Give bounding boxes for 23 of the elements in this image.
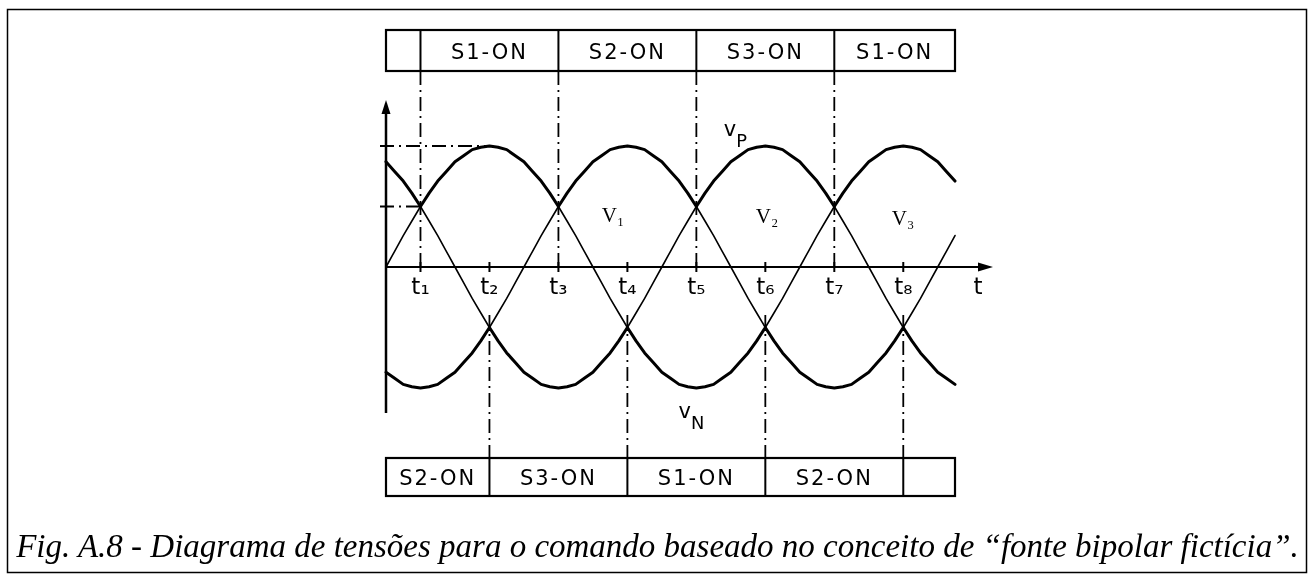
text: S2-ON — [588, 39, 666, 64]
series-label: v$_{P}$ — [723, 117, 748, 151]
text: S2-ON — [795, 466, 873, 490]
x-tick-label: t₇ — [825, 273, 844, 299]
text: S3-ON — [519, 466, 597, 490]
text: S1-ON — [450, 39, 528, 64]
x-tick-label: t₅ — [687, 273, 706, 299]
text: S2-ON — [399, 466, 477, 490]
text: Fig. A.8 - Diagrama de tensões para o comando baseado no conceito de “fonte bipolar fictícia”. — [15, 528, 1299, 564]
x-tick-label: t₄ — [618, 273, 637, 299]
x-tick-label: t₂ — [480, 273, 499, 299]
x-axis-title: t — [973, 273, 983, 299]
annotation: V₃ — [891, 205, 915, 230]
x-tick-label: t₃ — [549, 273, 568, 299]
text: S1-ON — [657, 466, 735, 490]
x-tick-label: t₈ — [894, 273, 913, 299]
series-label: v$_{N}$ — [678, 399, 705, 433]
text: S1-ON — [856, 39, 934, 64]
annotation: V₂ — [755, 203, 779, 228]
text: S3-ON — [726, 39, 804, 64]
x-tick-label: t₁ — [411, 273, 430, 299]
annotation: V₁ — [601, 202, 625, 227]
x-tick-label: t₆ — [756, 273, 775, 299]
